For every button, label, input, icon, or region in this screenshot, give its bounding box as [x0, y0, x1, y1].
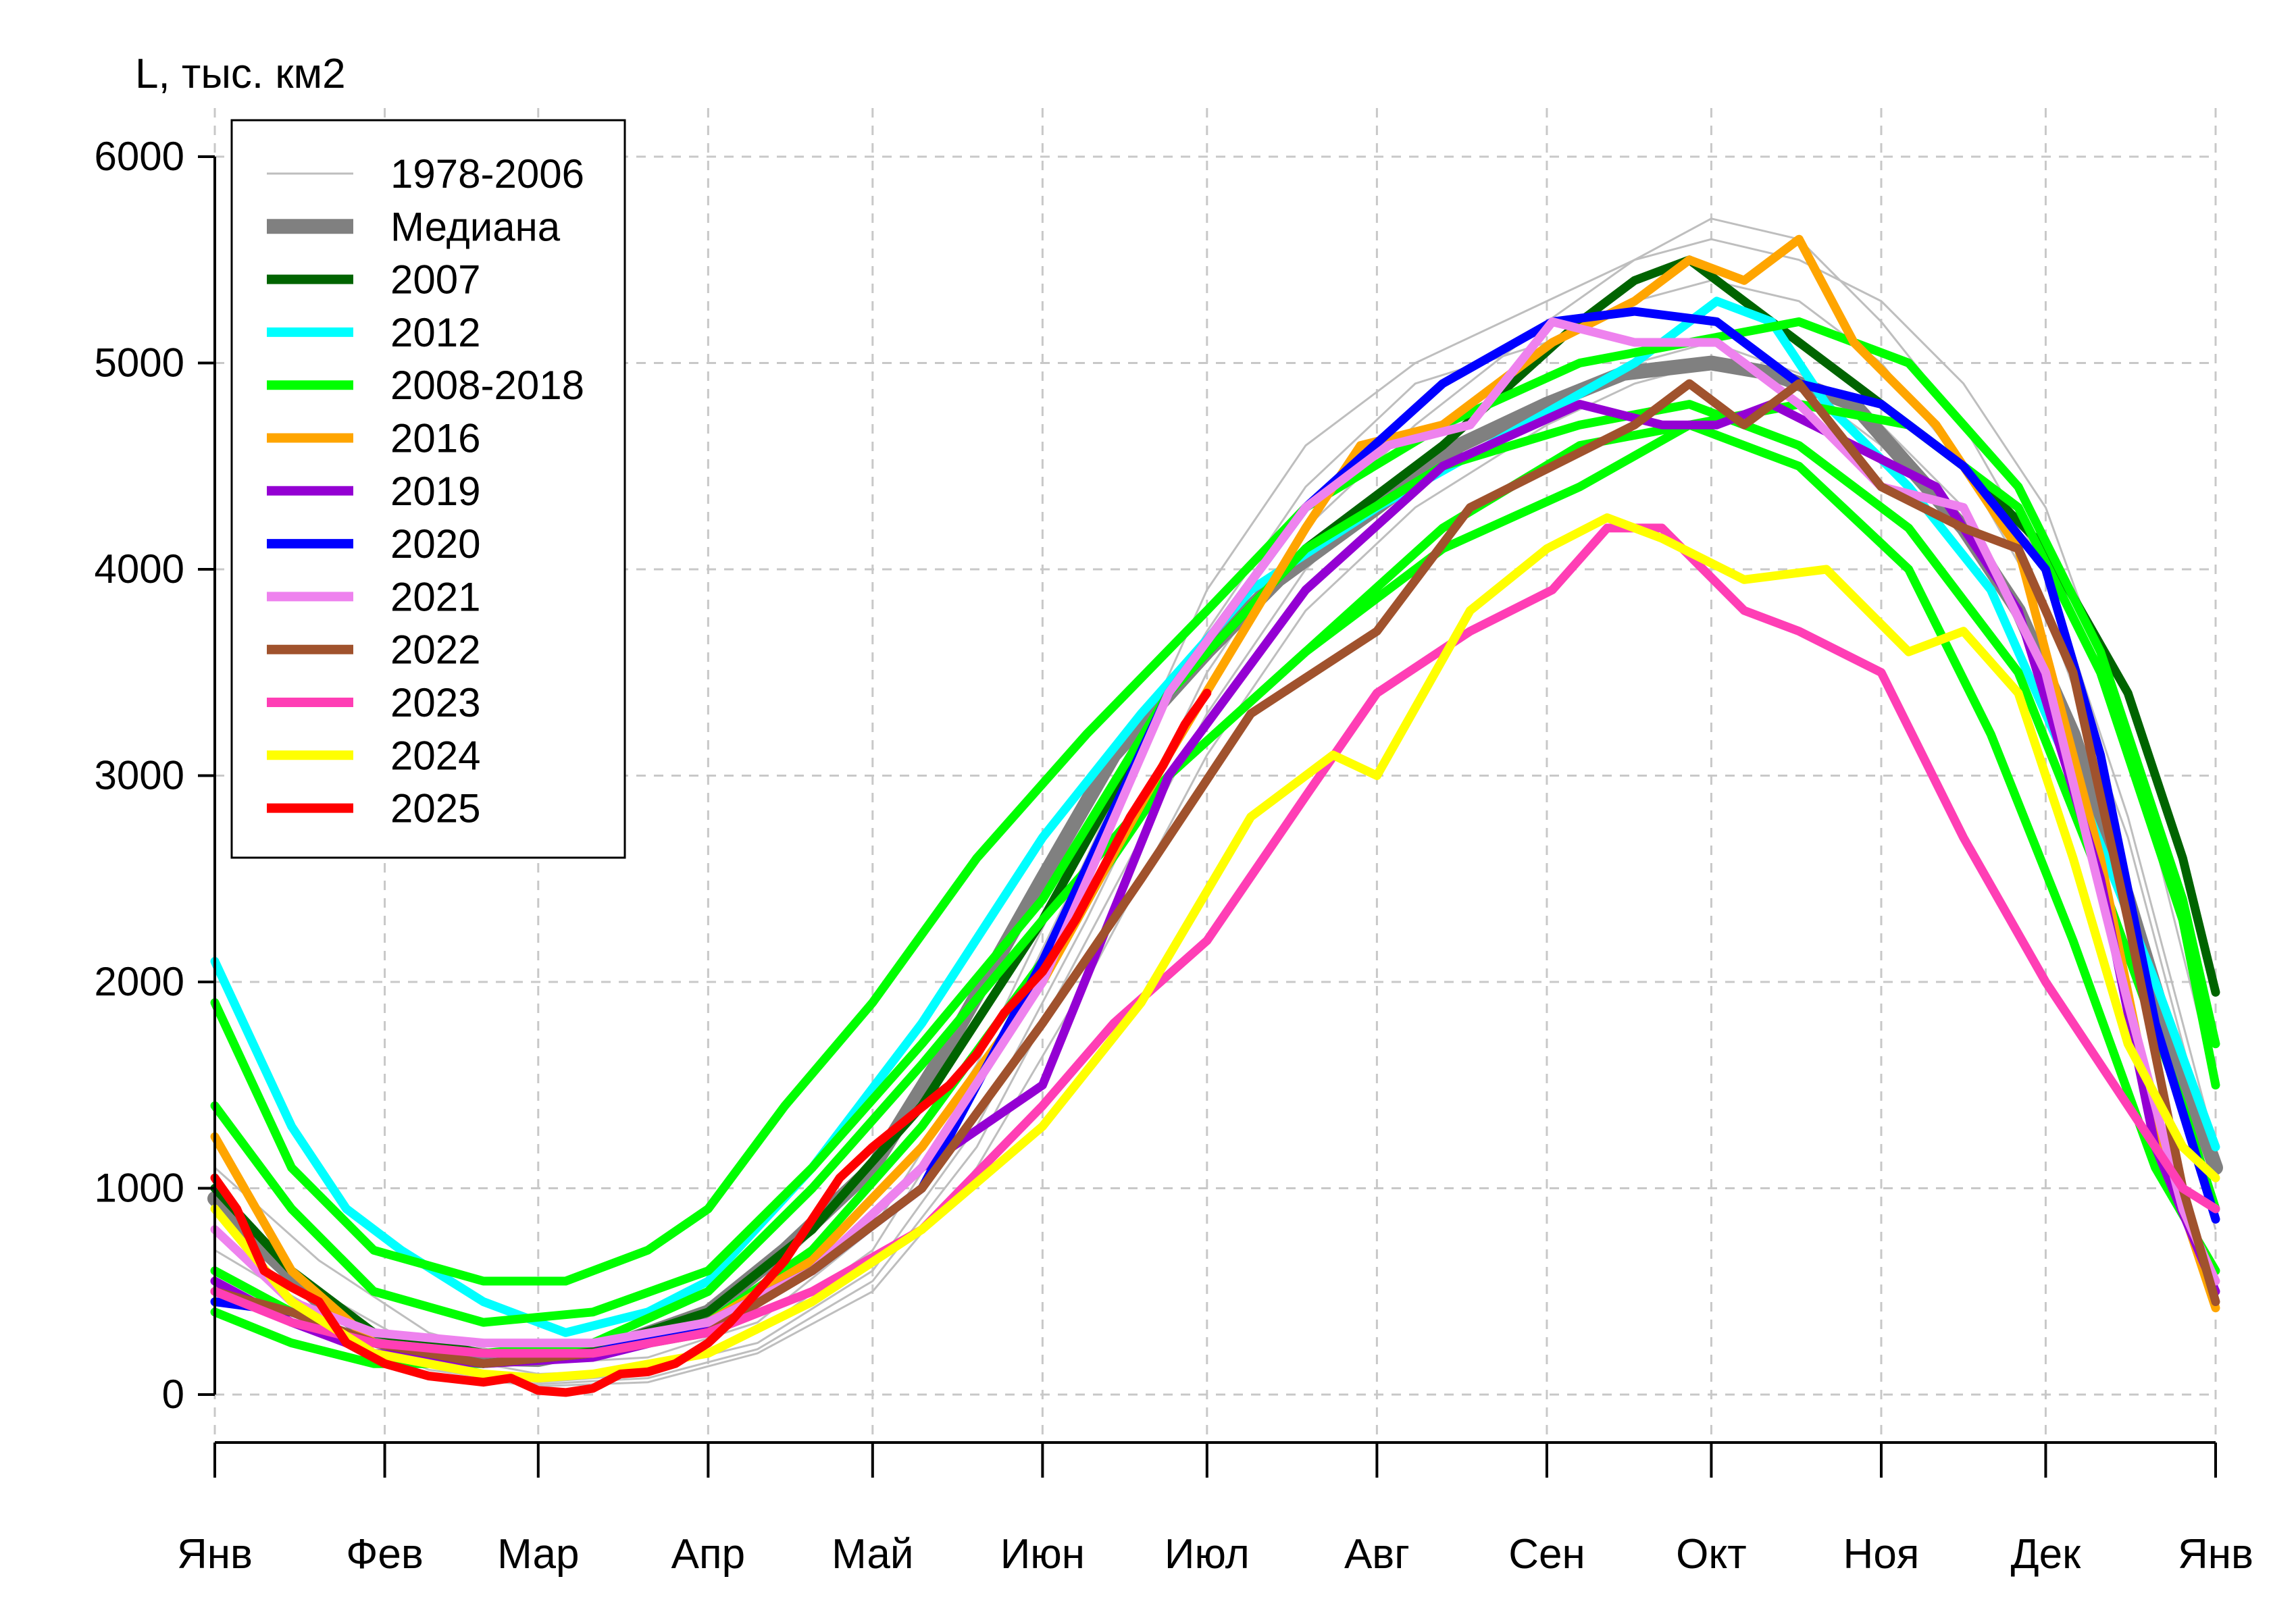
- x-tick-label: Авг: [1344, 1531, 1410, 1578]
- x-tick-label: Янв: [2178, 1531, 2253, 1578]
- y-axis-label: L, тыс. км2: [135, 51, 346, 97]
- legend-label: 2019: [390, 469, 480, 514]
- legend-label: 2016: [390, 416, 480, 461]
- legend-label: 2020: [390, 521, 480, 567]
- x-tick-label: Сен: [1508, 1531, 1585, 1578]
- axes: 0 1000 2000 3000 4000 5000 6000 Янв Фев Мар Апр Май…: [95, 134, 2253, 1578]
- series-line-2012: [210, 296, 2220, 1337]
- x-tick-label: Мар: [497, 1531, 579, 1578]
- legend-label: 2025: [390, 786, 480, 831]
- legend-label: 2021: [390, 574, 480, 619]
- legend-label: 2012: [390, 310, 480, 355]
- legend-label: 2023: [390, 680, 480, 725]
- y-tick-label: 5000: [95, 340, 184, 386]
- y-tick-label: 0: [162, 1372, 184, 1417]
- series-line-2023: [210, 523, 2220, 1358]
- x-tick-label: Дек: [2011, 1531, 2081, 1578]
- series-lines: [207, 234, 2223, 1397]
- y-tick-label: 3000: [95, 753, 184, 798]
- x-tick-label: Фев: [346, 1531, 424, 1578]
- series-line-2008-2018: [210, 400, 2220, 1327]
- series-line-2025: [210, 688, 1212, 1397]
- x-tick-label: Апр: [671, 1531, 745, 1578]
- historical-line: [214, 341, 2217, 1386]
- y-tick-label: 6000: [95, 134, 184, 179]
- x-tick-label: Ноя: [1843, 1531, 1920, 1578]
- x-tick-label: Июл: [1165, 1531, 1250, 1578]
- x-tick-label: Янв: [177, 1531, 253, 1578]
- legend-label: 2008-2018: [390, 363, 584, 408]
- y-tick-label: 4000: [95, 546, 184, 592]
- legend-label: 1978-2006: [390, 151, 584, 197]
- y-tick-label: 1000: [95, 1166, 184, 1211]
- series-line-2021: [210, 317, 2220, 1348]
- series-line-2008-2018: [210, 317, 2220, 1286]
- x-tick-label: Окт: [1676, 1531, 1746, 1578]
- legend-label: Медиана: [390, 204, 561, 249]
- x-tick-label: Май: [832, 1531, 913, 1578]
- legend-label: 2024: [390, 733, 480, 778]
- legend-label: 2022: [390, 627, 480, 673]
- legend: 1978-2006 Медиана 2007 2012 2008-2018 2016 201…: [230, 119, 626, 859]
- y-tick-label: 2000: [95, 959, 184, 1004]
- series-line-2024: [210, 513, 2220, 1383]
- x-tick-label: Июн: [1000, 1531, 1085, 1578]
- legend-label: 2007: [390, 257, 480, 303]
